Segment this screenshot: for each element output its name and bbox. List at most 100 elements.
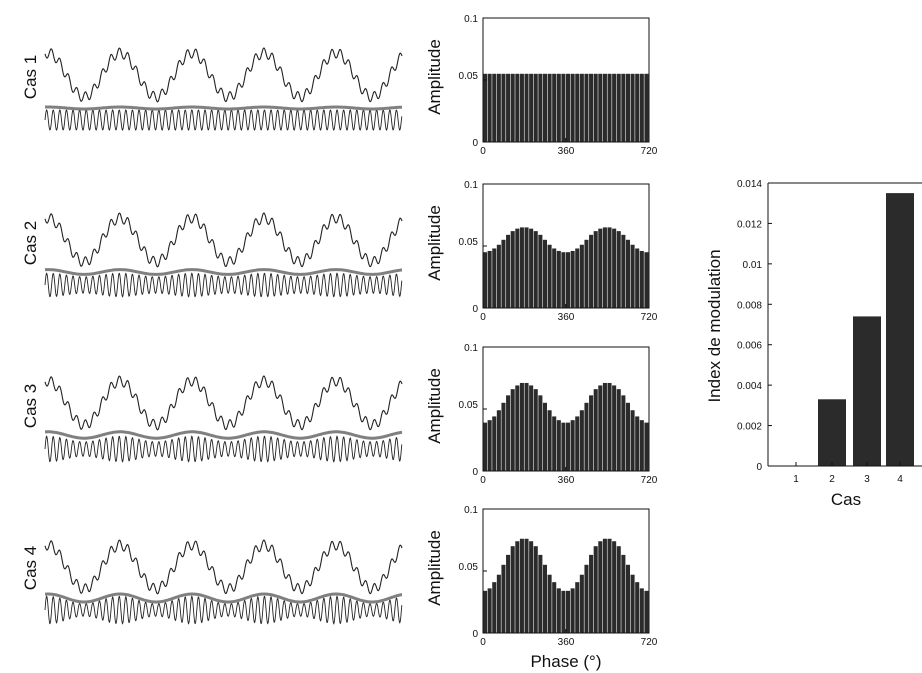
bar: [519, 538, 524, 633]
bar: [561, 252, 566, 308]
modulated-carrier: [44, 435, 403, 463]
modulated-carrier: [44, 272, 403, 298]
xtick-label: 0: [480, 312, 486, 323]
ytick-label: 0: [472, 138, 478, 149]
composite-signal: [44, 539, 403, 595]
bar: [612, 228, 617, 308]
bar: [501, 402, 506, 471]
xtick-label: 1: [793, 474, 799, 485]
bar: [598, 385, 603, 471]
bar: [635, 248, 640, 308]
case-label-3: Cas 3: [21, 384, 40, 428]
ylabel: Amplitude: [425, 39, 444, 115]
bar: [515, 385, 520, 471]
modulation-index-chart: Index de modulation 0 0.002 0.004 0.006 0.00…: [705, 179, 922, 509]
plot-frame: [482, 183, 650, 309]
case-labels: Cas 1 Cas 2 Cas 3 Cas 4: [21, 55, 40, 590]
bar: [529, 385, 534, 471]
xtick-label: 0: [480, 475, 486, 486]
envelope: [44, 268, 403, 276]
bar: [533, 546, 538, 633]
xtick-label: 360: [558, 146, 575, 157]
bar: [552, 416, 557, 471]
ylabel: Index de modulation: [705, 249, 724, 402]
xtick-label: 720: [641, 475, 658, 486]
plot-frame: [482, 17, 650, 143]
ytick-label: 0: [756, 462, 762, 473]
bar: [556, 250, 561, 308]
bar: [579, 574, 584, 633]
bar: [506, 73, 511, 142]
bar: [593, 389, 598, 471]
bar: [492, 416, 497, 471]
bar: [510, 546, 515, 633]
bar: [616, 231, 621, 308]
ytick-label: 0.006: [737, 341, 762, 352]
ytick-label: 0: [472, 467, 478, 478]
bar: [547, 73, 552, 142]
xtick-label: 0: [480, 637, 486, 648]
bar: [547, 410, 552, 471]
bar: [570, 250, 575, 308]
bar: [487, 420, 492, 471]
bar: [589, 73, 594, 142]
bar: [584, 564, 589, 633]
bar: [556, 588, 561, 633]
bar: [542, 73, 547, 142]
bar: [519, 227, 524, 308]
bar: [625, 402, 630, 471]
plot-frame: [482, 508, 650, 634]
bar: [612, 541, 617, 633]
bar: [621, 395, 626, 471]
ylabel: Amplitude: [425, 205, 444, 281]
ytick-label: 0.012: [737, 219, 762, 230]
bar: [552, 248, 557, 308]
composite-signal: [44, 212, 403, 268]
bar: [584, 73, 589, 142]
bar: [566, 73, 571, 142]
bar: [625, 73, 630, 142]
xtick-label: 720: [641, 312, 658, 323]
bar: [519, 73, 524, 142]
bar: [561, 590, 566, 633]
bar: [556, 73, 561, 142]
bar: [616, 73, 621, 142]
ytick-label: 0: [472, 629, 478, 640]
bar: [639, 250, 644, 308]
bar: [483, 252, 488, 308]
bar: [575, 582, 580, 633]
bar: [644, 252, 649, 308]
bar: [635, 73, 640, 142]
bar: [566, 422, 571, 471]
composite-signal: [44, 47, 403, 103]
ytick-label: 0.014: [737, 179, 762, 190]
bar: [607, 382, 612, 471]
bar: [630, 73, 635, 142]
bar: [575, 73, 580, 142]
bar: [492, 248, 497, 308]
amplitude-chart-cas-2: Amplitude 0 0.05 0.1 0 360 720: [425, 180, 658, 323]
bar: [598, 541, 603, 633]
bar: [570, 588, 575, 633]
ytick-label: 0.1: [464, 14, 478, 25]
modulated-carrier: [44, 109, 403, 131]
bar: [621, 234, 626, 308]
ytick-label: 0.004: [737, 381, 762, 392]
bar: [538, 395, 543, 471]
bar: [644, 73, 649, 142]
xtick-label: 720: [641, 146, 658, 157]
xtick-label: 360: [558, 475, 575, 486]
bar: [529, 73, 534, 142]
ytick-label: 0.1: [464, 505, 478, 516]
bar: [506, 395, 511, 471]
bar: [542, 402, 547, 471]
xlabel: Phase (°): [530, 652, 601, 671]
bar: [483, 590, 488, 633]
case-label-2: Cas 2: [21, 221, 40, 265]
bar: [589, 554, 594, 633]
bar: [635, 582, 640, 633]
amplitude-chart-cas-3: Amplitude 0 0.05 0.1 0 360 720: [425, 343, 658, 486]
bar: [607, 73, 612, 142]
bar: [515, 73, 520, 142]
bar: [506, 554, 511, 633]
